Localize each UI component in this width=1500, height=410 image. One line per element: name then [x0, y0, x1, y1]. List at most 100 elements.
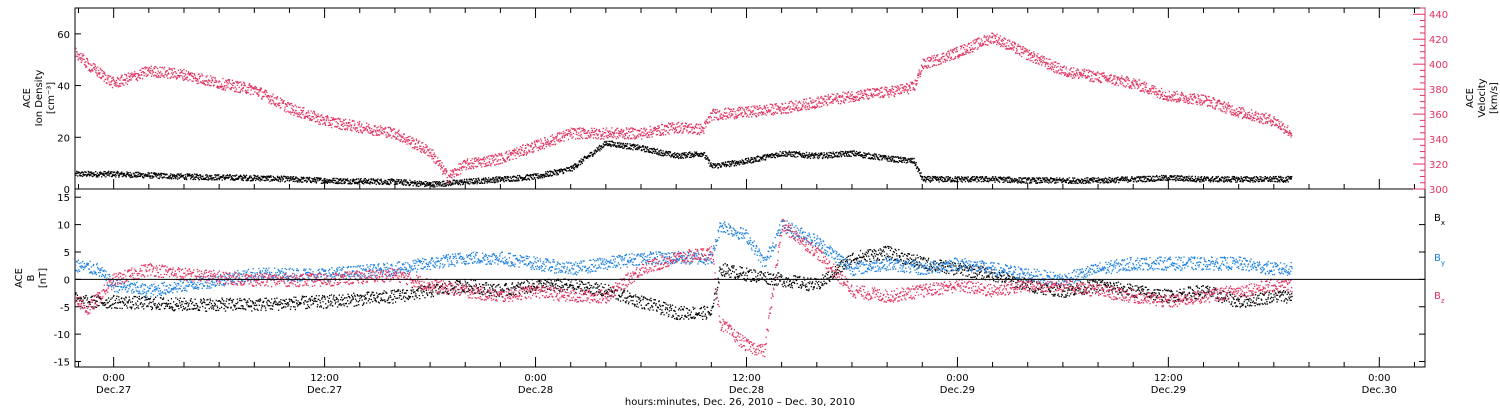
data-point	[385, 181, 386, 182]
data-point	[125, 82, 126, 83]
data-point	[878, 157, 879, 158]
data-point	[268, 98, 269, 99]
data-point	[414, 180, 415, 181]
data-point	[135, 73, 136, 74]
data-point	[535, 144, 536, 145]
data-point	[87, 59, 88, 60]
data-point	[216, 175, 217, 176]
data-point	[538, 140, 539, 141]
data-point	[1288, 178, 1289, 179]
data-point	[321, 114, 322, 115]
data-point	[272, 100, 273, 101]
data-point	[1127, 176, 1128, 177]
data-point	[730, 164, 731, 165]
data-point	[333, 178, 334, 179]
data-point	[838, 153, 839, 154]
data-point	[674, 156, 675, 157]
data-point	[299, 112, 300, 113]
data-point	[360, 178, 361, 179]
data-point	[1154, 176, 1155, 177]
data-point	[244, 83, 245, 84]
data-point	[891, 156, 892, 157]
data-point	[997, 179, 998, 180]
data-point	[475, 182, 476, 183]
data-point	[679, 155, 680, 156]
data-point	[976, 181, 977, 182]
data-point	[710, 165, 711, 166]
data-point	[563, 172, 564, 173]
data-point	[1037, 182, 1038, 183]
data-point	[849, 156, 850, 157]
data-point	[282, 180, 283, 181]
data-point	[1184, 176, 1185, 177]
data-point	[324, 119, 325, 120]
data-point	[235, 91, 236, 92]
data-point	[1135, 179, 1136, 180]
data-point	[175, 71, 176, 72]
data-point	[1127, 182, 1128, 183]
data-point	[739, 164, 740, 165]
data-point	[405, 141, 406, 142]
data-point	[856, 151, 857, 152]
data-point	[1285, 181, 1286, 182]
data-point	[469, 166, 470, 167]
data-point	[365, 129, 366, 130]
data-point	[117, 173, 118, 174]
data-point	[776, 153, 777, 154]
data-point	[1236, 177, 1237, 178]
data-point	[342, 124, 343, 125]
data-point	[183, 175, 184, 176]
data-point	[365, 178, 366, 179]
data-point	[125, 175, 126, 176]
data-point	[325, 125, 326, 126]
data-point	[83, 59, 84, 60]
data-point	[846, 154, 847, 155]
data-point	[755, 158, 756, 159]
data-point	[368, 179, 369, 180]
data-point	[866, 155, 867, 156]
data-point	[637, 149, 638, 150]
data-point	[180, 69, 181, 70]
data-point	[1174, 179, 1175, 180]
data-point	[414, 148, 415, 149]
data-point	[278, 179, 279, 180]
data-point	[876, 156, 877, 157]
data-point	[1223, 179, 1224, 180]
data-point	[218, 86, 219, 87]
data-point	[475, 157, 476, 158]
data-point	[1231, 181, 1232, 182]
data-point	[1186, 177, 1187, 178]
data-point	[144, 72, 145, 73]
data-point	[293, 176, 294, 177]
data-point	[1136, 181, 1137, 182]
data-point	[82, 176, 83, 177]
data-point	[452, 174, 453, 175]
data-point	[124, 173, 125, 174]
data-point	[253, 178, 254, 179]
data-point	[190, 74, 191, 75]
data-point	[505, 161, 506, 162]
data-point	[97, 173, 98, 174]
data-point	[177, 176, 178, 177]
data-point	[248, 87, 249, 88]
data-point	[819, 157, 820, 158]
data-point	[1287, 179, 1288, 180]
data-point	[149, 173, 150, 174]
data-point	[396, 138, 397, 139]
data-point	[1204, 176, 1205, 177]
data-point	[835, 156, 836, 157]
data-point	[1092, 179, 1093, 180]
data-point	[398, 179, 399, 180]
data-point	[881, 159, 882, 160]
data-point	[1008, 182, 1009, 183]
data-point	[129, 172, 130, 173]
data-point	[217, 85, 218, 86]
data-point	[375, 130, 376, 131]
data-point	[626, 148, 627, 149]
data-point	[1084, 178, 1085, 179]
data-point	[945, 179, 946, 180]
data-point	[160, 71, 161, 72]
data-point	[524, 152, 525, 153]
data-point	[236, 174, 237, 175]
data-point	[82, 53, 83, 54]
